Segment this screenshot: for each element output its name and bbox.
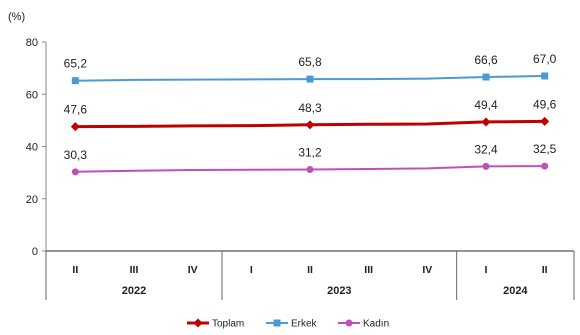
- y-tick-label: 0: [32, 246, 38, 258]
- data-point: [482, 162, 490, 170]
- x-tick-label: I: [250, 264, 253, 276]
- year-label: 2023: [327, 285, 351, 297]
- series-kadın: [71, 162, 549, 176]
- legend-item-toplam: Toplam: [187, 318, 244, 330]
- y-tick-label: 20: [26, 194, 38, 206]
- data-label: 31,2: [298, 145, 322, 159]
- data-point: [482, 73, 490, 81]
- y-tick-label: 40: [26, 142, 38, 154]
- year-label: 2022: [122, 285, 146, 297]
- data-label: 67,0: [533, 52, 557, 66]
- legend-label: Toplam: [212, 319, 244, 330]
- x-tick-label: I: [485, 264, 488, 276]
- data-label: 48,3: [298, 101, 322, 115]
- data-point: [306, 165, 314, 173]
- data-point: [306, 75, 314, 83]
- y-tick-label: 80: [26, 37, 38, 49]
- data-label: 65,8: [298, 55, 322, 69]
- x-tick-label: III: [364, 264, 373, 276]
- year-label: 2024: [503, 285, 528, 297]
- data-label: 47,6: [64, 103, 88, 117]
- data-label: 32,5: [533, 142, 557, 156]
- data-point: [541, 162, 549, 170]
- series-erkek: [71, 72, 549, 85]
- data-point: [345, 319, 353, 327]
- data-point: [273, 319, 281, 327]
- data-label: 66,6: [474, 53, 498, 67]
- legend-label: Erkek: [291, 319, 318, 330]
- data-label: 30,3: [64, 148, 88, 162]
- data-point: [540, 116, 550, 126]
- data-point: [71, 168, 79, 176]
- data-label: 49,4: [474, 98, 498, 112]
- x-tick-label: IV: [188, 264, 198, 276]
- unit-label: (%): [8, 11, 25, 23]
- data-point: [193, 318, 203, 328]
- legend: Toplam Erkek Kadın: [187, 318, 389, 330]
- legend-item-kadın: Kadın: [338, 319, 389, 330]
- x-tick-label: II: [542, 264, 548, 276]
- legend-label: Kadın: [363, 319, 389, 330]
- data-label: 65,2: [64, 57, 88, 71]
- x-tick-label: III: [130, 264, 139, 276]
- x-tick-label: IV: [422, 264, 432, 276]
- x-tick-label: II: [72, 264, 78, 276]
- y-tick-label: 60: [26, 89, 38, 101]
- series-group: [70, 72, 550, 176]
- data-point: [481, 117, 491, 127]
- legend-item-erkek: Erkek: [266, 319, 318, 330]
- data-label: 49,6: [533, 97, 557, 111]
- data-point: [305, 120, 315, 130]
- data-label: 32,4: [474, 142, 498, 156]
- data-labels: 47,6 48,3 49,4 49,6 65,2 65,8 66,6 67,0 30,3 31,2…: [64, 52, 557, 162]
- data-point: [70, 122, 80, 132]
- data-point: [541, 72, 549, 80]
- x-tick-label: II: [307, 264, 313, 276]
- data-point: [71, 77, 79, 85]
- series-toplam: [70, 116, 550, 132]
